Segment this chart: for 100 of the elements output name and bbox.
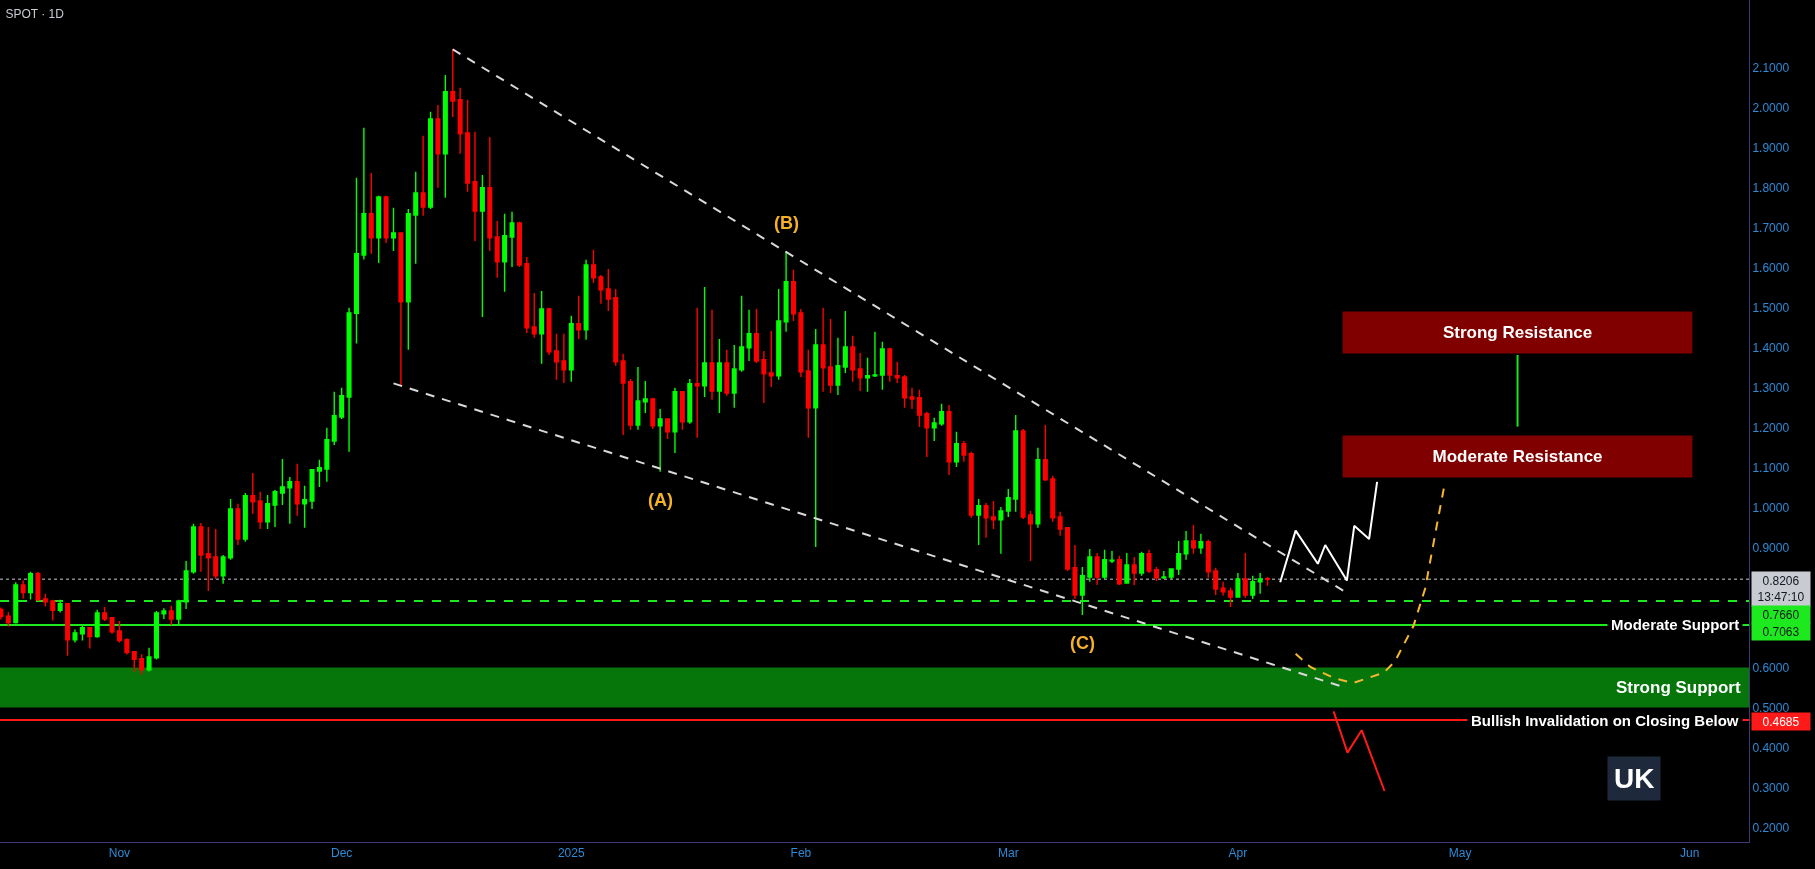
text: SPOT · 1D: [5, 7, 65, 22]
candlestick: [783, 250, 789, 333]
candlestick: [1146, 549, 1152, 574]
candlestick: [102, 606, 108, 622]
candlestick: [413, 171, 419, 265]
candlestick: [65, 602, 71, 657]
candlestick: [576, 295, 582, 340]
candlestick: [346, 307, 352, 453]
candlestick: [1257, 572, 1263, 595]
x-tick-label: Dec: [330, 846, 353, 861]
candlestick: [191, 523, 197, 575]
candlestick: [428, 111, 434, 210]
annotation: (B): [774, 213, 799, 233]
candlestick: [746, 309, 752, 362]
candlestick: [1079, 566, 1085, 616]
candlestick: [398, 232, 404, 386]
candlestick: [1227, 587, 1234, 608]
candlestick: [176, 599, 182, 625]
x-tick-label: Feb: [790, 846, 812, 861]
candlestick: [1109, 550, 1115, 564]
candlestick: [435, 104, 441, 189]
y-tick-label: 1.5000: [1752, 300, 1790, 315]
candlestick: [235, 503, 241, 546]
candlestick: [450, 48, 456, 118]
series-label: Moderate Resistance: [1432, 446, 1603, 466]
candlestick: [287, 476, 293, 525]
annotation: UK: [1614, 763, 1655, 794]
candlestick: [1213, 567, 1219, 596]
candlestick: [139, 653, 145, 676]
candlestick: [198, 522, 204, 573]
candlestick: [516, 221, 522, 268]
annotation: Moderate Support: [1611, 616, 1740, 633]
candlestick: [50, 599, 56, 622]
candlestick: [42, 593, 48, 608]
candlestick: [968, 451, 974, 519]
candlestick: [894, 361, 900, 384]
candlestick: [368, 172, 374, 255]
candlestick: [168, 605, 174, 626]
y-tick-label: 1.7000: [1752, 220, 1790, 235]
candlestick: [1250, 575, 1256, 600]
candlestick: [13, 581, 19, 625]
candlestick: [976, 498, 982, 546]
y-tick-label: 1.9000: [1752, 140, 1790, 155]
candlestick: [961, 440, 967, 463]
candlestick: [257, 491, 263, 530]
y-tick-label: 1.6000: [1752, 260, 1790, 275]
candlestick: [1042, 424, 1048, 482]
candlestick: [1028, 510, 1034, 562]
y-tick-label: 1.8000: [1752, 180, 1790, 195]
candlestick: [902, 374, 908, 409]
candlestick: [479, 174, 485, 318]
candlestick: [5, 611, 11, 628]
candlestick: [1176, 540, 1182, 576]
candlestick: [568, 315, 574, 383]
candlestick: [302, 485, 308, 529]
candlestick: [1094, 552, 1100, 586]
candlestick: [1139, 551, 1145, 577]
candlestick: [405, 208, 411, 351]
candlestick: [1005, 488, 1011, 518]
candlestick: [561, 333, 567, 384]
candlestick: [709, 309, 715, 401]
candlestick: [57, 599, 63, 614]
candlestick: [531, 292, 537, 339]
candlestick: [946, 404, 952, 476]
candlestick: [1087, 548, 1093, 583]
candlestick: [390, 207, 397, 252]
candlestick: [842, 310, 848, 374]
candlestick: [124, 637, 130, 656]
candlestick: [1072, 544, 1078, 600]
candlestick: [1020, 428, 1026, 520]
candlestick: [990, 500, 996, 530]
annotation: Bullish Invalidation on Closing Below: [1471, 712, 1739, 729]
candlestick: [1153, 566, 1159, 582]
candlestick: [79, 624, 85, 642]
candlestick: [768, 330, 774, 388]
candlestick: [731, 344, 737, 409]
annotation: (C): [1070, 633, 1095, 653]
candlestick: [598, 274, 604, 305]
candlestick: [939, 403, 945, 427]
candlestick: [228, 498, 234, 561]
y-tick-label: 1.3000: [1752, 380, 1790, 395]
candlestick: [887, 347, 893, 383]
candlestick: [983, 502, 989, 539]
candlestick: [1205, 539, 1211, 579]
candlestick: [1242, 552, 1248, 599]
candlestick: [590, 249, 597, 284]
candlestick: [1190, 524, 1196, 555]
candlestick: [1065, 526, 1071, 572]
candlestick: [724, 349, 730, 397]
candlestick: [316, 459, 322, 488]
series-label: Strong Resistance: [1442, 322, 1593, 342]
candlestick: [865, 357, 871, 393]
candlestick: [546, 307, 552, 356]
candlestick: [828, 318, 834, 394]
candlestick: [1050, 475, 1056, 523]
candlestick: [998, 506, 1004, 555]
candlestick: [605, 268, 611, 312]
x-tick-label: Apr: [1228, 846, 1248, 861]
candlestick: [679, 391, 685, 431]
candlestick: [376, 195, 382, 264]
